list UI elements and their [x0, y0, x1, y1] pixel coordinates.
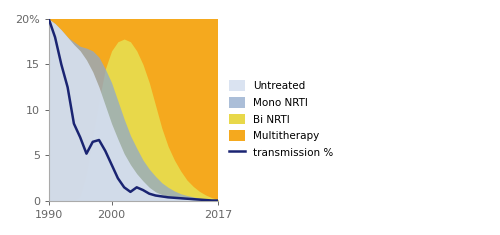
Legend: Untreated, Mono NRTI, Bi NRTI, Multitherapy, transmission %: Untreated, Mono NRTI, Bi NRTI, Multither… [226, 76, 338, 162]
